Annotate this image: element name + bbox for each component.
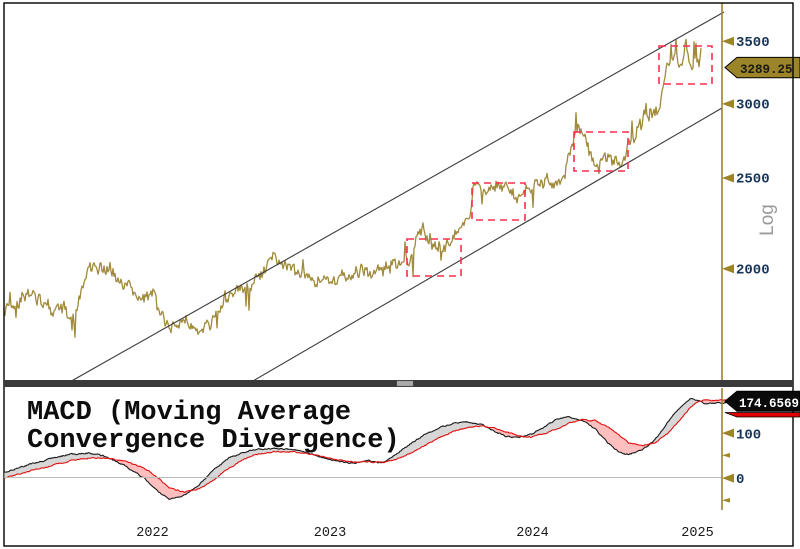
svg-text:2022: 2022 xyxy=(136,526,168,541)
svg-text:Log: Log xyxy=(757,204,778,236)
svg-text:2500: 2500 xyxy=(736,172,770,188)
svg-text:2025: 2025 xyxy=(681,526,713,541)
svg-text:100: 100 xyxy=(736,428,761,444)
svg-text:2000: 2000 xyxy=(736,263,770,279)
svg-text:174.6569: 174.6569 xyxy=(739,397,799,411)
svg-text:2023: 2023 xyxy=(314,526,346,541)
svg-text:2024: 2024 xyxy=(516,526,548,541)
svg-text:3000: 3000 xyxy=(736,98,770,114)
svg-text:MACD (Moving Average: MACD (Moving Average xyxy=(27,398,351,428)
svg-text:3500: 3500 xyxy=(736,35,770,51)
svg-text:Convergence Divergence): Convergence Divergence) xyxy=(27,426,400,456)
svg-text:0: 0 xyxy=(736,472,744,488)
svg-text:3289.25: 3289.25 xyxy=(740,63,793,77)
